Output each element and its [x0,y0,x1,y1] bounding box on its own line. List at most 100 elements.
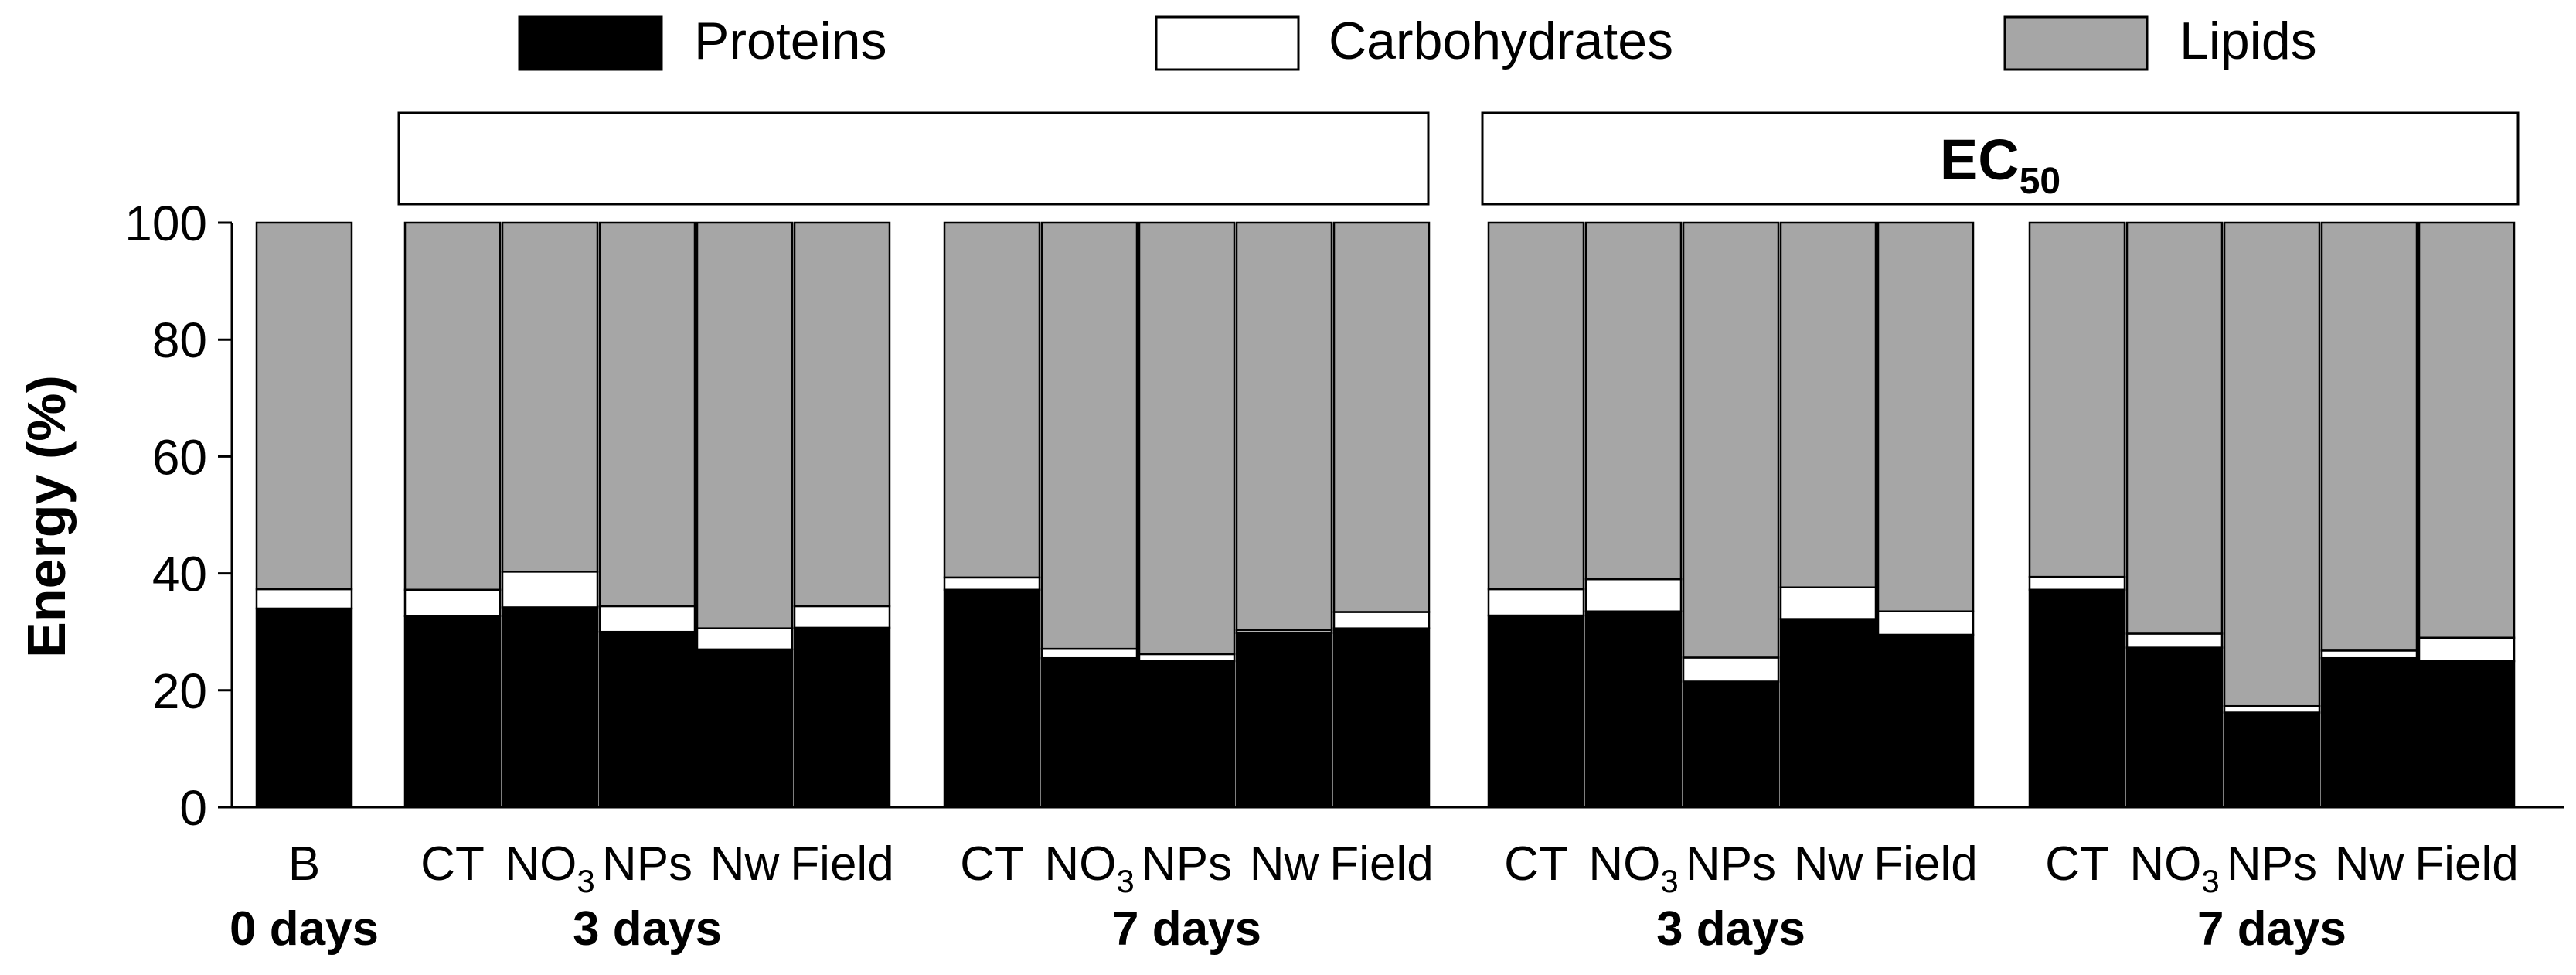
bar-segment-carbohydrate [2320,649,2418,660]
bar-segment-lipid [943,221,1041,579]
y-tick-label: 60 [152,429,207,485]
x-tick-label: CT [420,837,485,891]
bar-segment-lipid [1779,221,1877,588]
bar-segment-carbohydrate [1138,653,1236,663]
bar-segment-protein [1487,614,1585,809]
legend-label-lipids: Lipids [2180,12,2317,70]
x-tick-label: NO3 [505,837,594,899]
x-tick-label: Field [1873,837,1977,891]
bars [255,221,2516,809]
bar-segment-carbohydrate [2418,636,2516,663]
bar-segment-lipid [1138,221,1236,656]
x-tick-label: NO3 [2129,837,2219,899]
bar-segment-carbohydrate [255,588,353,610]
x-tick-label: CT [960,837,1024,891]
bar-segment-lipid [1332,221,1431,613]
x-tick-label: Nw [2335,837,2404,891]
bar-segment-protein [598,630,696,809]
panel-header-main: EC [1940,128,2020,192]
bar-segment-carbohydrate [2125,632,2224,649]
bar-segment-lipid [2125,221,2224,635]
x-tick-label: NPs [602,837,692,891]
bar-segment-protein [2320,656,2418,809]
bar-segment-lipid [1682,221,1780,659]
bar-segment-carbohydrate [1584,578,1683,612]
x-tick-label: Nw [710,837,780,891]
bar-segment-protein [943,588,1041,809]
legend-swatch-carbohydrates [1155,15,1300,71]
bar-segment-carbohydrate [501,571,599,609]
legend-label-proteins: Proteins [694,12,886,70]
x-tick-label: Nw [1794,837,1863,891]
bar-segment-carbohydrate [1779,586,1877,620]
bar-segment-carbohydrate [1487,588,1585,617]
bar-segment-protein [1040,656,1138,809]
bar-segment-lipid [255,221,353,591]
bar-segment-carbohydrate [793,605,891,629]
y-ticks: 0 20 40 60 80 100 [124,196,232,836]
x-tick-label: NO3 [1588,837,1678,899]
x-tick-label: NPs [1142,837,1232,891]
legend: Proteins Carbohydrates Lipids [518,12,2317,71]
group-label: 3 days [573,902,722,956]
bar-segment-lipid [2320,221,2418,652]
bar-segment-protein [501,606,599,809]
x-tick-label: CT [1504,837,1568,891]
group-label: 0 days [230,902,379,956]
bar-segment-lipid [1487,221,1585,591]
bar-segment-lipid [1235,221,1333,632]
bar-segment-protein [793,626,891,809]
panel-header-box-left [397,111,1430,206]
group-label: 7 days [1112,902,1261,956]
bar-segment-protein [1682,680,1780,809]
y-tick-label: 20 [152,663,207,719]
bar-segment-lipid [2028,221,2126,578]
bar-segment-lipid [1040,221,1138,650]
bar-segment-lipid [501,221,599,573]
y-tick-label: 40 [152,547,207,602]
bar-segment-protein [2028,588,2126,809]
bar-segment-protein [696,648,794,809]
bar-segment-protein [1235,632,1333,809]
bar-segment-lipid [598,221,696,608]
bar-segment-carbohydrate [1682,656,1780,683]
group-label: 3 days [1656,902,1805,956]
x-tick-label: Field [790,837,893,891]
bar-segment-protein [255,607,353,809]
bar-segment-lipid [793,221,891,608]
panel-header-box-right [1481,111,2520,206]
bar-segment-carbohydrate [1040,647,1138,660]
group-label: 7 days [2197,902,2346,956]
x-tick-label: NO3 [1044,837,1134,899]
bar-segment-protein [1877,633,1975,809]
y-tick-label: 80 [152,312,207,368]
y-tick-label: 0 [179,780,207,836]
x-tick-label: Field [1329,837,1433,891]
x-tick-label: NPs [2227,837,2317,891]
legend-swatch-lipids [2003,15,2149,71]
bar-segment-carbohydrate [2028,575,2126,591]
panel-header-sub: 50 [2020,161,2060,202]
bar-segment-lipid [1584,221,1683,581]
bar-segment-protein [2125,646,2224,809]
bar-segment-lipid [696,221,794,629]
bar-segment-carbohydrate [943,576,1041,591]
bar-segment-protein [403,615,502,809]
bar-segment-lipid [2418,221,2516,639]
x-tick-label: CT [2045,837,2109,891]
bar-segment-carbohydrate [696,627,794,651]
y-axis-title: Energy (%) [16,375,77,658]
bar-segment-carbohydrate [1332,611,1431,629]
bar-segment-protein [2418,660,2516,809]
legend-swatch-proteins [518,15,663,71]
y-tick-label: 100 [124,196,207,251]
bar-segment-lipid [403,221,502,591]
bar-segment-carbohydrate [403,588,502,618]
panel-header-ec50: EC50 [1940,128,2060,202]
bar-segment-carbohydrate [1877,610,1975,636]
x-tick-label: B [288,837,320,891]
x-tick-label: NPs [1686,837,1776,891]
legend-label-carbohydrates: Carbohydrates [1329,12,1673,70]
bar-segment-protein [1138,660,1236,809]
